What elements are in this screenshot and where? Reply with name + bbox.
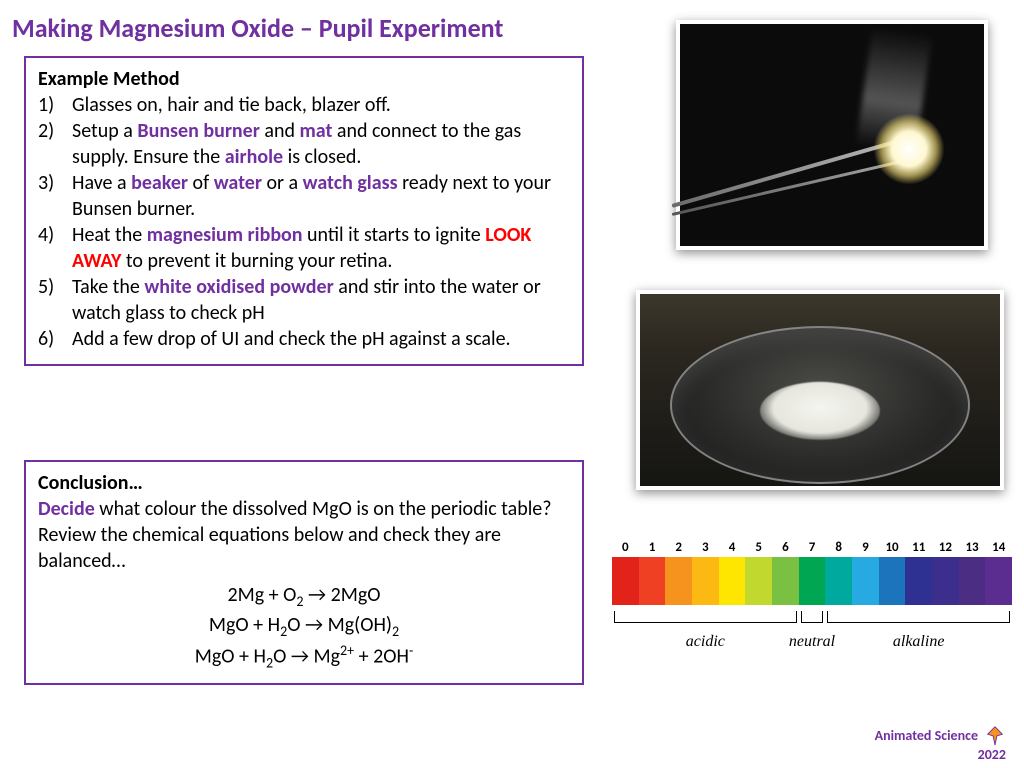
equation: MgO + H2O → Mg2+ + 2OH- [38, 642, 570, 674]
ph-block [799, 557, 826, 605]
ph-number: 7 [799, 540, 826, 555]
footer-line1: Animated Science [875, 728, 978, 743]
ph-scale-labels: acidic neutral alkaline [612, 631, 1012, 655]
footer-credit: Animated Science 2022 [875, 725, 1006, 762]
ph-block [905, 557, 932, 605]
ph-number: 13 [959, 540, 986, 555]
ph-block [612, 557, 639, 605]
method-step: Have a beaker of water or a watch glass … [38, 170, 570, 222]
ph-block [719, 557, 746, 605]
ph-block [745, 557, 772, 605]
ph-range-label: acidic [686, 633, 725, 651]
ph-block [852, 557, 879, 605]
logo-icon [984, 725, 1006, 747]
ph-number: 2 [665, 540, 692, 555]
equation: 2Mg + O2 → 2MgO [38, 582, 570, 612]
equations: 2Mg + O2 → 2MgOMgO + H2O → Mg(OH)2MgO + … [38, 582, 570, 673]
method-list: Glasses on, hair and tie back, blazer of… [38, 92, 570, 352]
ph-number: 6 [772, 540, 799, 555]
ph-range-label: alkaline [893, 633, 945, 651]
method-heading: Example Method [38, 66, 570, 92]
ph-block [665, 557, 692, 605]
conclusion-text: Decide what colour the dissolved MgO is … [38, 496, 570, 574]
ph-range-bracket [614, 611, 797, 623]
ph-scale-blocks [612, 557, 1012, 605]
ph-number: 14 [985, 540, 1012, 555]
method-step: Glasses on, hair and tie back, blazer of… [38, 92, 570, 118]
method-step: Setup a Bunsen burner and mat and connec… [38, 118, 570, 170]
page-title: Making Magnesium Oxide – Pupil Experimen… [12, 12, 503, 44]
ph-number: 8 [825, 540, 852, 555]
ph-scale-brackets [612, 611, 1012, 631]
conclusion-box: Conclusion… Decide what colour the disso… [24, 460, 584, 685]
conclusion-line: Review the chemical equations below and … [38, 522, 570, 574]
ph-block [932, 557, 959, 605]
ph-scale: 01234567891011121314 acidicneutralalkali… [612, 540, 1012, 655]
footer-line2: 2022 [875, 747, 1006, 762]
ph-block [959, 557, 986, 605]
ph-range-bracket [801, 611, 824, 623]
ph-number: 12 [932, 540, 959, 555]
equation: MgO + H2O → Mg(OH)2 [38, 612, 570, 642]
ph-number: 5 [745, 540, 772, 555]
conclusion-line: Decide what colour the dissolved MgO is … [38, 496, 570, 522]
ph-number: 0 [612, 540, 639, 555]
ph-range-bracket [827, 611, 1010, 623]
ph-block [985, 557, 1012, 605]
photo-watch-glass-powder [636, 290, 1004, 490]
method-step: Add a few drop of UI and check the pH ag… [38, 326, 570, 352]
ph-block [692, 557, 719, 605]
ph-block [772, 557, 799, 605]
ph-number: 4 [719, 540, 746, 555]
ph-scale-numbers: 01234567891011121314 [612, 540, 1012, 555]
photo-magnesium-burning [676, 20, 988, 250]
method-step: Take the white oxidised powder and stir … [38, 274, 570, 326]
ph-range-label: neutral [789, 633, 835, 651]
ph-number: 3 [692, 540, 719, 555]
ph-number: 1 [639, 540, 666, 555]
ph-block [639, 557, 666, 605]
conclusion-heading: Conclusion… [38, 470, 570, 496]
ph-block [825, 557, 852, 605]
method-step: Heat the magnesium ribbon until it start… [38, 222, 570, 274]
ph-block [879, 557, 906, 605]
method-box: Example Method Glasses on, hair and tie … [24, 56, 584, 366]
ph-number: 10 [879, 540, 906, 555]
ph-number: 9 [852, 540, 879, 555]
ph-number: 11 [905, 540, 932, 555]
